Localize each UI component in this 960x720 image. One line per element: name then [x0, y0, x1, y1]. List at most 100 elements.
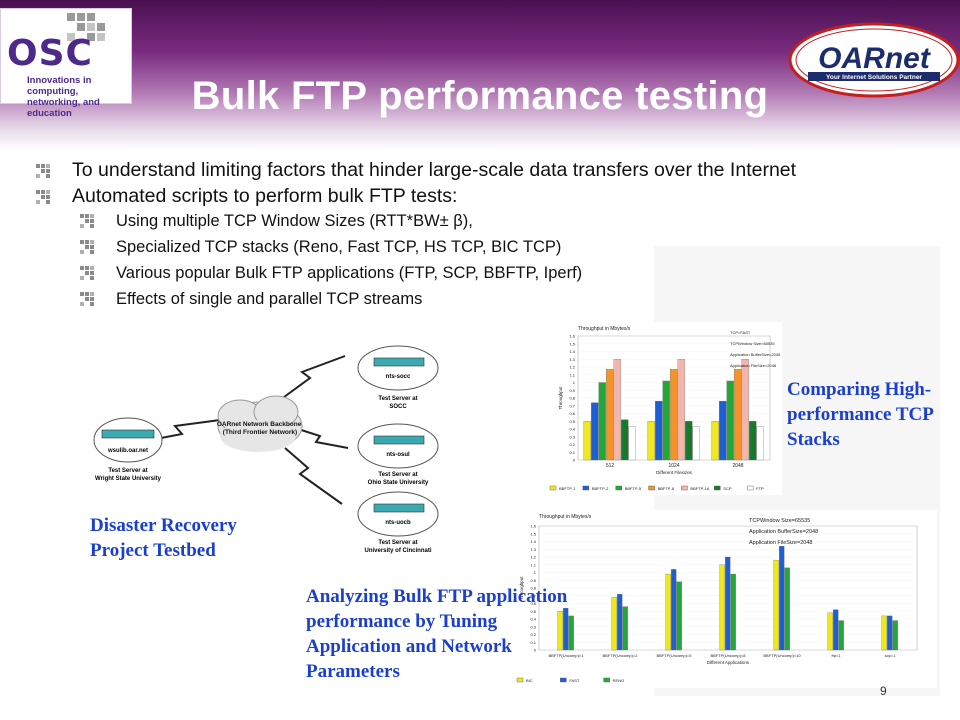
server-node-socc: nts-socc Test Server at SOCC [357, 345, 439, 410]
chart-info-text: Application FileSize=2048 [730, 363, 777, 368]
bullet-icon [36, 164, 50, 178]
legend-label: BBFTP-16 [690, 486, 709, 491]
server-label: University of Cincinnati [364, 548, 431, 554]
bullet-text: To understand limiting factors that hind… [72, 159, 797, 181]
x-tick-label: BBFTP(Uncomp)=2 [602, 653, 638, 658]
legend-label: BIC [526, 678, 533, 683]
bar [617, 594, 623, 651]
bullet-icon [80, 292, 94, 306]
chart-info-text: Application BufferSize=2048 [749, 529, 818, 535]
sub-bullet-item: Using multiple TCP Window Sizes (RTT*BW±… [36, 212, 936, 230]
sub-bullet-text: Various popular Bulk FTP applications (F… [116, 264, 583, 282]
legend-label: BBFTP-8 [658, 486, 675, 491]
legend-swatch [714, 485, 721, 491]
y-tick-label: 0.1 [530, 640, 536, 645]
link-line [294, 427, 349, 449]
slide-title: Bulk FTP performance testing [191, 74, 769, 118]
bar [887, 615, 893, 651]
link-line [279, 355, 346, 401]
server-label: Wright State University [95, 476, 162, 482]
cloud-label: OARnet Network Backbone (Third Frontier … [217, 421, 303, 436]
x-tick-label: BBFTP(Uncomp)=5 [656, 653, 692, 658]
caption-line: Comparing High- [787, 379, 932, 400]
bullet-icon [80, 240, 94, 254]
device-name: nts-uocb [385, 520, 411, 526]
bar [676, 581, 682, 651]
chart-info-text: TCP=FAST [730, 330, 751, 335]
y-tick-label: 1.3 [530, 547, 536, 552]
y-tick-label: 0.6 [530, 601, 536, 606]
y-tick-label: 0 [534, 648, 537, 653]
sub-bullet-item: Various popular Bulk FTP applications (F… [36, 264, 936, 282]
caption-line: performance TCP [787, 404, 934, 425]
chart-info-text: TCPWindow Size=65535 [730, 341, 775, 346]
x-tick-label: 512 [606, 463, 615, 469]
bar [647, 421, 655, 461]
y-tick-label: 0.6 [569, 411, 575, 416]
bar [598, 382, 606, 461]
y-tick-label: 0.1 [569, 450, 575, 455]
bar [719, 400, 727, 461]
bar [583, 421, 591, 461]
legend-swatch [746, 485, 754, 491]
y-tick-label: 0.4 [569, 427, 575, 432]
bullet-item: Automated scripts to perform bulk FTP te… [36, 186, 936, 206]
y-tick-label: 0.7 [530, 593, 536, 598]
bar [692, 426, 700, 461]
y-tick-label: 1.5 [530, 531, 536, 536]
server-label: Test Server at [108, 468, 147, 474]
y-tick-label: 0.9 [569, 388, 575, 393]
server-label: SOCC [389, 404, 407, 410]
sub-bullet-text: Specialized TCP stacks (Reno, Fast TCP, … [116, 238, 562, 256]
bar [756, 426, 764, 461]
y-tick-label: 0.9 [530, 578, 536, 583]
bar [621, 419, 629, 461]
legend-label: BBFTP-1 [559, 486, 576, 491]
y-axis-label: Throughput [519, 576, 524, 600]
osc-logo: OSC Innovations in computing, networking… [0, 8, 132, 119]
y-tick-label: 1.1 [569, 372, 575, 377]
chart-tcp-stacks: Throughput in Mbytes/s 0 0.1 0.2 0.3 0.4 0.5 0.… [530, 322, 782, 495]
caption-disaster-recovery: Disaster Recovery Project Testbed [90, 513, 237, 563]
oarnet-logo-tagline: Your Internet Solutions Partner [826, 74, 922, 81]
y-tick-label: 0.5 [569, 419, 575, 424]
sub-bullet-text: Effects of single and parallel TCP strea… [116, 290, 423, 308]
bar [563, 608, 569, 651]
y-tick-label: 0.3 [530, 624, 536, 629]
chart-applications: Throughput in Mbytes/s 0 0.1 0.2 0.3 0.4 0.5 0.… [497, 510, 937, 688]
server-node-uc: nts-uocb Test Server at University of Ci… [357, 491, 439, 554]
legend-label: RENO [613, 678, 625, 683]
y-tick-label: 1.4 [569, 349, 575, 354]
bar [749, 421, 757, 461]
x-tick-label: ftp=1 [831, 653, 841, 658]
network-diagram: OARnet Network Backbone (Third Frontier … [93, 345, 439, 554]
server-label: Test Server at [378, 472, 417, 478]
device-name: nts-osul [386, 452, 410, 458]
oarnet-logo-text: OARnet [818, 42, 932, 75]
x-tick-label: 2048 [732, 463, 743, 469]
legend-swatch [681, 485, 688, 491]
server-label: Test Server at [378, 396, 417, 402]
y-tick-label: 1.1 [530, 562, 536, 567]
y-tick-label: 0 [573, 458, 576, 463]
bar [741, 359, 749, 461]
device-name: wsulib.oar.net [107, 448, 148, 454]
bar [568, 615, 574, 651]
x-tick-label: BBFTP(Uncomp)=8 [710, 653, 746, 658]
bar [677, 359, 685, 461]
chart-info-text: Application FileSize=2048 [749, 540, 812, 546]
y-tick-label: 1.3 [569, 357, 575, 362]
chart-info-text: TCPWindow Size=65535 [749, 518, 810, 524]
bar [881, 615, 887, 651]
caption-line: Parameters [306, 661, 400, 682]
server-label: Ohio State University [368, 480, 429, 486]
bar [711, 421, 719, 461]
x-tick-label: BBFTP(Uncomp)=10 [763, 653, 801, 658]
bar [726, 380, 734, 461]
bar [725, 556, 731, 651]
chart-title: Throughput in Mbytes/s [578, 326, 631, 332]
bar [779, 546, 785, 651]
bar [773, 559, 779, 651]
oarnet-logo: OARnet Your Internet Solutions Partner [788, 22, 960, 98]
server-label: Test Server at [378, 540, 417, 546]
